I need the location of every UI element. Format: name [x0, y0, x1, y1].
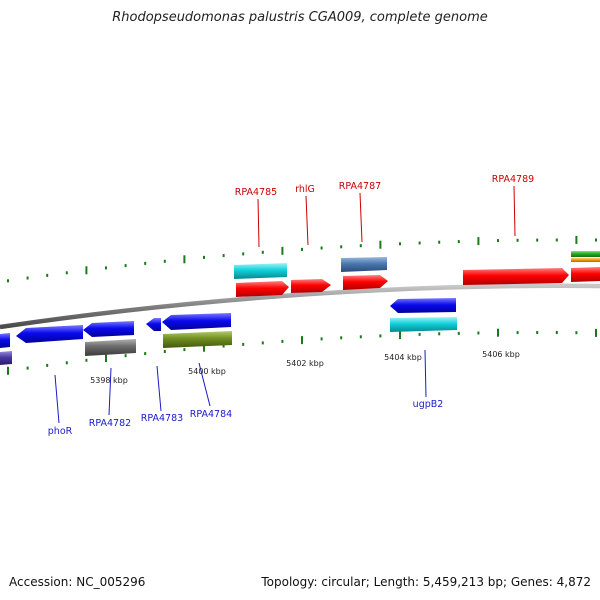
gene-label-rpa4783[interactable]: RPA4783: [141, 413, 183, 424]
gene-label-rpa4785[interactable]: RPA4785: [235, 187, 277, 198]
genome-backbone: [0, 283, 600, 330]
gene-arrow-rpa4782-blue[interactable]: [83, 321, 134, 337]
gene-arrow-rpa4782[interactable]: [85, 339, 136, 356]
accession-text: Accession: NC_005296: [9, 575, 146, 589]
gene-arrow-edge-orange[interactable]: [571, 258, 600, 262]
gene-arrow-rpa4784[interactable]: [163, 331, 232, 348]
scale-label-5404: 5404 kbp: [384, 353, 422, 362]
gene-arrow-rpa4784-blue[interactable]: [162, 313, 231, 330]
gene-arrow-ugpb2[interactable]: [390, 317, 457, 332]
gene-arrow-phor[interactable]: [16, 325, 83, 343]
gene-label-rpa4784[interactable]: RPA4784: [190, 409, 232, 420]
gene-arrow-edge-green[interactable]: [571, 251, 600, 257]
scale-label-5400: 5400 kbp: [188, 367, 226, 376]
gene-arrow-rpa4783[interactable]: [146, 318, 161, 331]
gene-label-rpa4782[interactable]: RPA4782: [89, 418, 131, 429]
gene-arrow-rpa4785-cyan[interactable]: [234, 263, 287, 279]
genome-title: Rhodopseudomonas palustris CGA009, compl…: [112, 10, 488, 25]
outer-tick-row: [7, 235, 597, 283]
gene-label-rpa4789[interactable]: RPA4789: [492, 174, 534, 185]
gene-label-rpa4787[interactable]: RPA4787: [339, 181, 381, 192]
scale-label-5406: 5406 kbp: [482, 350, 520, 359]
genome-summary-text: Topology: circular; Length: 5,459,213 bp…: [261, 575, 591, 589]
gene-arrow-edge-purple[interactable]: [0, 351, 12, 365]
scale-label-5402: 5402 kbp: [286, 359, 324, 368]
gene-arrow-rpa4789[interactable]: [463, 268, 569, 285]
gene-label-phor[interactable]: phoR: [48, 426, 73, 437]
gene-label-rhlg[interactable]: rhlG: [295, 184, 315, 195]
gene-arrow-rhlg[interactable]: [291, 279, 331, 293]
gene-arrow-edge-blue[interactable]: [0, 333, 10, 348]
gene-label-ugpb2[interactable]: ugpB2: [413, 399, 444, 410]
gene-arrow-rpa4785[interactable]: [236, 281, 289, 297]
scale-label-5398: 5398 kbp: [90, 376, 128, 385]
label-leaders: [54, 185, 516, 424]
inner-tick-row: [7, 328, 597, 375]
gene-arrow-ugpb2-blue[interactable]: [390, 298, 456, 313]
gene-arrow-edge-red[interactable]: [571, 267, 600, 282]
gene-arrow-rpa4787-steel[interactable]: [341, 257, 387, 272]
gene-arrow-rpa4787[interactable]: [343, 275, 388, 290]
